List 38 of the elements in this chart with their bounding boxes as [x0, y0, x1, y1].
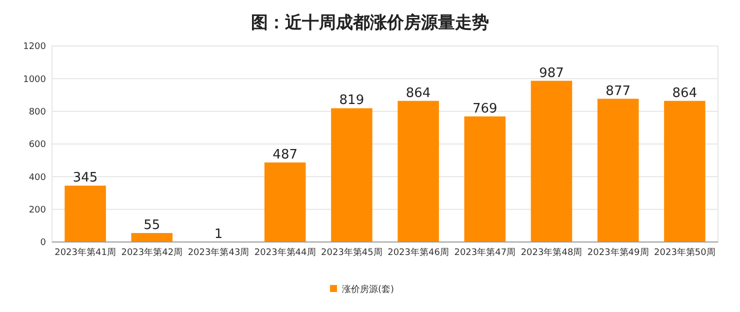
bar [131, 233, 173, 242]
bar [398, 100, 439, 242]
data-label: 819 [339, 93, 364, 108]
x-tick-label: 2023年第42周 [121, 247, 183, 258]
x-tick-label: 2023年第47周 [454, 247, 516, 258]
data-label: 877 [606, 84, 631, 99]
y-tick-label: 200 [28, 205, 46, 216]
bar [331, 108, 372, 242]
x-tick-label: 2023年第49周 [587, 247, 649, 258]
data-label: 864 [672, 86, 698, 101]
data-label: 769 [472, 101, 498, 116]
y-tick-label: 1000 [23, 74, 46, 85]
bar [530, 80, 572, 242]
x-tick-label: 2023年第50周 [654, 247, 716, 258]
x-tick-label: 2023年第48周 [520, 247, 582, 258]
x-tick-label: 2023年第44周 [254, 247, 316, 258]
bar [664, 100, 706, 242]
chart-title: 图：近十周成都涨价房源量走势 [251, 13, 489, 33]
data-label: 864 [406, 86, 431, 101]
y-tick-label: 600 [28, 140, 46, 150]
data-label: 987 [539, 66, 564, 81]
y-tick-label: 0 [40, 238, 46, 248]
data-label: 345 [72, 170, 98, 186]
bar [264, 162, 306, 242]
data-label: 487 [272, 147, 298, 162]
bar [464, 116, 506, 242]
x-tick-label: 2023年第45周 [321, 247, 382, 258]
x-tick-label: 2023年第46周 [388, 247, 449, 258]
bar [64, 186, 106, 242]
y-tick-label: 400 [28, 172, 46, 183]
x-tick-label: 2023年第43周 [188, 247, 250, 258]
x-tick-label: 2023年第41周 [54, 247, 116, 258]
legend-label: 涨价房源(套) [342, 284, 394, 295]
y-tick-label: 800 [28, 107, 46, 118]
bar [597, 98, 639, 242]
data-label: 1 [214, 226, 223, 242]
data-label: 55 [144, 218, 160, 234]
y-tick-label: 1200 [23, 42, 46, 52]
